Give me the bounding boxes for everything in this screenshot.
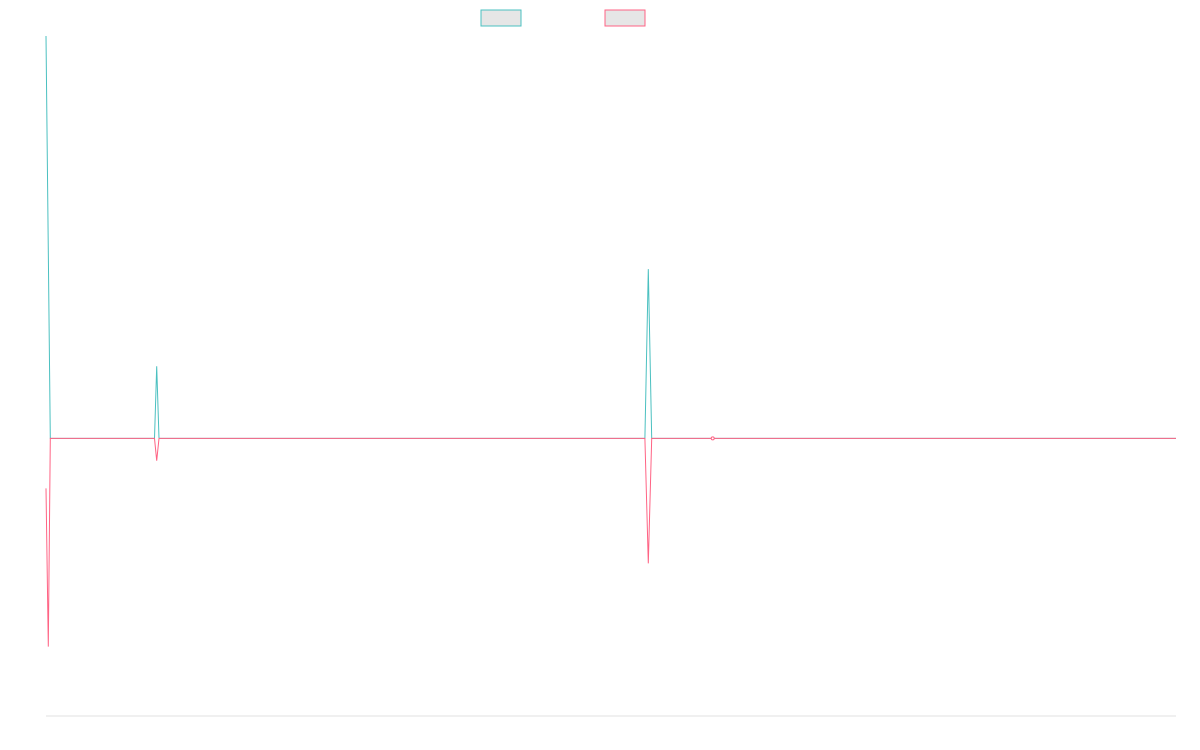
legend-swatch-series-a[interactable] — [480, 9, 522, 27]
plot-area — [45, 35, 1176, 647]
data-point-marker[interactable] — [710, 436, 715, 441]
legend-swatch-series-b[interactable] — [604, 9, 646, 27]
legend — [480, 9, 646, 27]
series-line-b — [45, 437, 1176, 647]
series-line-a — [45, 35, 1176, 439]
